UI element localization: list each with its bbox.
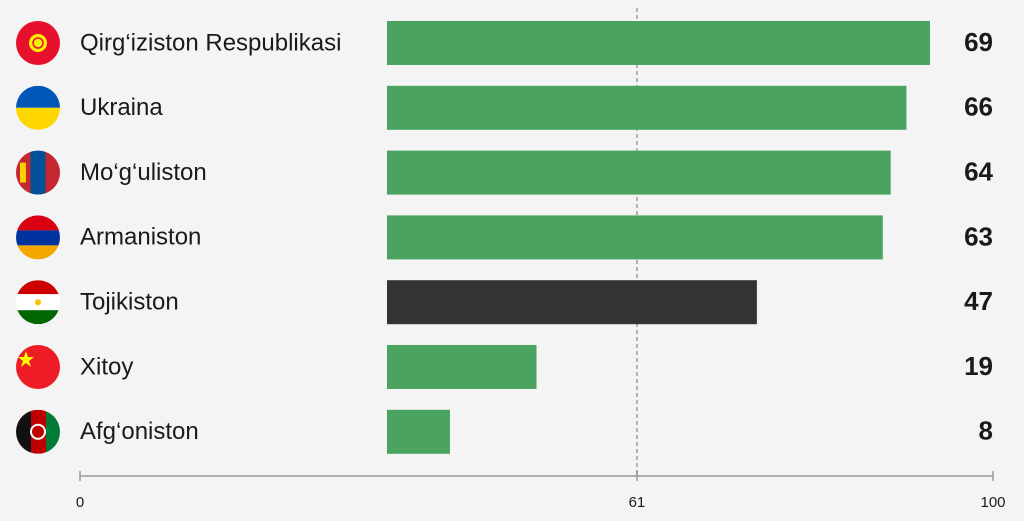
flag-part bbox=[16, 85, 60, 108]
bar bbox=[387, 280, 757, 325]
flag-icon bbox=[16, 21, 60, 65]
flag-icon bbox=[16, 345, 60, 389]
flag-part bbox=[16, 409, 31, 454]
category-label: Tojikiston bbox=[80, 289, 179, 316]
category-label: Xitoy bbox=[80, 353, 133, 380]
flag-icon bbox=[16, 409, 60, 454]
value-label: 64 bbox=[964, 156, 993, 186]
x-tick-label: 61 bbox=[629, 494, 646, 511]
flag-part bbox=[29, 34, 47, 52]
value-label: 69 bbox=[964, 27, 993, 57]
flag-part bbox=[16, 280, 60, 295]
x-tick-label: 0 bbox=[76, 494, 84, 511]
bar bbox=[387, 409, 450, 454]
bar bbox=[387, 85, 907, 130]
category-label: Armaniston bbox=[80, 224, 201, 251]
flag-part bbox=[16, 310, 60, 325]
bar bbox=[387, 21, 931, 65]
value-label: 47 bbox=[964, 286, 993, 316]
flag-icon bbox=[16, 85, 60, 130]
flag-icon bbox=[16, 150, 60, 195]
flag-part bbox=[31, 409, 46, 454]
flag-part bbox=[30, 150, 46, 195]
category-label: Mo‘g‘uliston bbox=[80, 159, 207, 186]
bar bbox=[387, 150, 891, 195]
flag-icon bbox=[16, 215, 60, 260]
x-tick-label: 100 bbox=[980, 494, 1005, 511]
value-label: 66 bbox=[964, 92, 993, 122]
value-label: 63 bbox=[964, 221, 993, 251]
flag-part bbox=[32, 37, 44, 49]
flag-part bbox=[30, 423, 46, 440]
flag-part bbox=[18, 351, 34, 367]
value-label: 8 bbox=[979, 416, 993, 446]
flag-part bbox=[16, 245, 60, 260]
category-label: Qirg‘iziston Respublikasi bbox=[80, 29, 341, 56]
flag-part bbox=[35, 299, 41, 306]
flag-part bbox=[46, 409, 60, 454]
value-label: 19 bbox=[964, 351, 993, 381]
flag-part bbox=[16, 345, 60, 389]
bar bbox=[387, 345, 537, 389]
bar bbox=[387, 215, 883, 260]
category-label: Afg‘oniston bbox=[80, 418, 199, 445]
flag-part bbox=[16, 107, 60, 130]
flag-part bbox=[16, 230, 60, 246]
flag-part bbox=[16, 215, 60, 231]
flag-part bbox=[20, 162, 26, 183]
flag-icon bbox=[16, 280, 60, 325]
category-label: Ukraina bbox=[80, 94, 163, 121]
